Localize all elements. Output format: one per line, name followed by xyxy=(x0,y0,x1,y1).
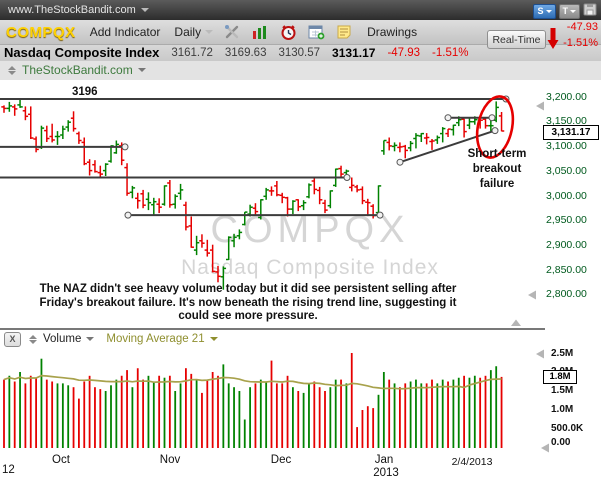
site-menu[interactable]: www.TheStockBandit.com xyxy=(8,4,149,16)
x-tick-year-left: 12 xyxy=(2,464,15,476)
calendar-add-icon[interactable] xyxy=(307,24,325,41)
volume-pane-header: X Volume Moving Average 21 xyxy=(0,331,218,347)
drawings-menu[interactable]: Drawings xyxy=(367,25,418,39)
volume-tick: 0.00 xyxy=(551,437,571,448)
timeframe-dropdown[interactable]: Daily xyxy=(174,25,214,39)
down-arrow-icon xyxy=(547,27,559,55)
volume-tick: 1.0M xyxy=(551,404,574,415)
title-bar: www.TheStockBandit.com S T xyxy=(0,0,601,20)
last-volume-box: 1.8M xyxy=(543,370,577,384)
x-tick-jan: Jan xyxy=(374,454,394,466)
price-tick: 3,150.00 xyxy=(546,115,587,127)
price-tick: 3,050.00 xyxy=(546,165,587,177)
breakout-annotation: Short-term breakout failure xyxy=(467,148,527,190)
last-price-box: 3,131.17 xyxy=(543,125,599,140)
price-tick: 2,950.00 xyxy=(546,214,587,226)
volume-tick: 500.0K xyxy=(551,423,584,434)
level-label: 3196 xyxy=(72,86,98,98)
quote-high: 3169.63 xyxy=(224,46,267,59)
note-annotation: The NAZ didn't see heavy volume today bu… xyxy=(39,283,457,322)
watermark-title: Nasdaq Composite Index xyxy=(181,256,439,279)
site-label: www.TheStockBandit.com xyxy=(8,4,136,16)
quote-open: 3161.72 xyxy=(171,46,213,59)
chevron-down-icon xyxy=(86,337,95,341)
close-pane-button[interactable]: X xyxy=(4,331,21,347)
volume-dropdown[interactable]: Volume xyxy=(43,333,95,345)
s-menu-button[interactable]: S xyxy=(533,3,556,19)
chevron-down-icon xyxy=(545,9,552,13)
price-tick: 2,800.00 xyxy=(546,288,587,300)
ma-dropdown[interactable]: Moving Average 21 xyxy=(106,333,218,345)
realtime-button[interactable]: Real-Time xyxy=(487,30,546,49)
x-tick-2013: 2013 xyxy=(373,467,399,479)
alarm-clock-icon[interactable] xyxy=(279,24,297,41)
price-tick: 3,200.00 xyxy=(546,91,587,103)
pane-brand-row: TheStockBandit.com xyxy=(0,60,601,80)
save-icon[interactable] xyxy=(583,3,597,19)
x-tick-date: 2/4/2013 xyxy=(451,456,493,468)
quote-change: -47.93 xyxy=(387,46,421,59)
symbol-label: COMPQX xyxy=(6,23,76,41)
quote-row: Nasdaq Composite Index 3161.72 3169.63 3… xyxy=(0,44,601,61)
header-change-pct: -1.51% xyxy=(563,37,598,49)
chevron-down-icon xyxy=(137,68,146,72)
bar-chart-icon[interactable] xyxy=(251,24,269,41)
tools-icon[interactable] xyxy=(223,24,241,41)
price-tick: 3,100.00 xyxy=(546,140,587,152)
quote-change-pct: -1.51% xyxy=(432,46,469,59)
chevron-down-icon xyxy=(140,8,149,12)
header-change: -47.93 xyxy=(566,21,598,33)
x-tick-oct: Oct xyxy=(52,454,70,466)
reorder-handle-icon[interactable] xyxy=(8,65,16,75)
price-tick: 2,850.00 xyxy=(546,264,587,276)
chevron-down-icon xyxy=(209,337,218,341)
chevron-down-icon xyxy=(205,30,214,34)
x-tick-dec: Dec xyxy=(270,454,292,466)
quote-low: 3130.57 xyxy=(278,46,321,59)
instrument-name: Nasdaq Composite Index xyxy=(4,45,160,60)
volume-tick: 2.5M xyxy=(551,348,574,359)
brand-dropdown[interactable]: TheStockBandit.com xyxy=(22,63,146,77)
reorder-handle-icon[interactable] xyxy=(29,334,37,344)
price-tick: 3,000.00 xyxy=(546,190,587,202)
chevron-down-icon xyxy=(570,9,576,13)
price-tick: 2,900.00 xyxy=(546,239,587,251)
add-indicator-button[interactable]: Add Indicator xyxy=(89,25,161,39)
notes-icon[interactable] xyxy=(335,24,353,41)
x-tick-nov: Nov xyxy=(159,454,181,466)
quote-last: 3131.17 xyxy=(332,45,376,60)
t-menu-button[interactable]: T xyxy=(558,3,580,19)
volume-tick: 1.5M xyxy=(551,385,574,396)
